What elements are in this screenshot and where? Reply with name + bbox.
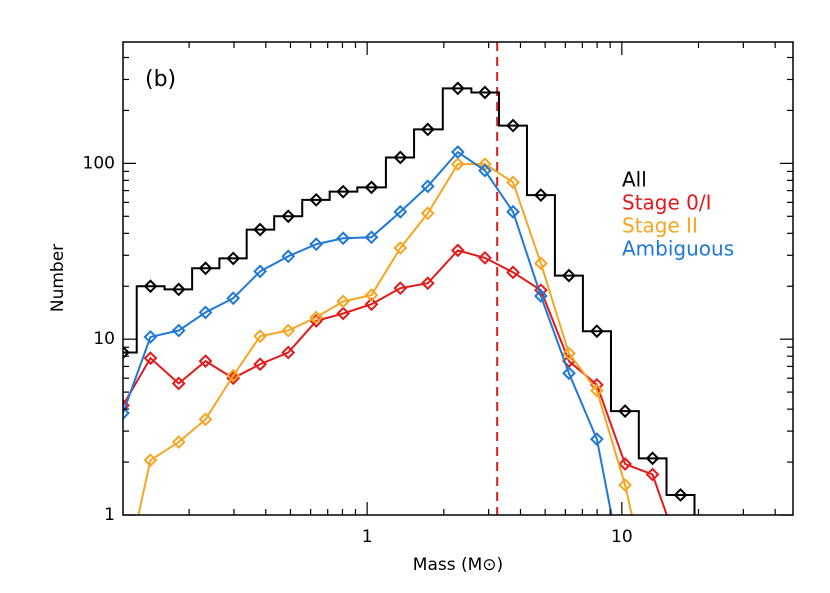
data-point [171,435,186,449]
data-point [364,288,379,303]
data-point [336,306,351,321]
plot-area [118,42,696,590]
data-point [198,354,213,369]
data-point [618,478,633,492]
x-tick-label: 10 [611,527,633,547]
annotation: (b) [145,67,176,92]
data-point [123,406,130,420]
plot-frame [122,41,794,516]
series-line [123,150,613,515]
data-point [562,268,576,283]
data-point [533,188,548,202]
data-point [589,432,604,447]
data-point [281,323,296,338]
data-point [393,204,408,219]
data-point [226,291,241,306]
data-point [253,264,268,279]
data-point [506,175,520,190]
data-point [364,230,379,245]
data-point [675,549,686,560]
data-point [620,579,631,590]
data-point [645,467,660,482]
data-point [226,368,241,383]
data-point [171,282,186,297]
data-point [562,366,576,381]
y-axis-label: Number [48,244,68,312]
data-point [477,250,492,265]
data-point [450,145,465,159]
data-point [477,85,492,100]
data-point [364,297,379,312]
data-point [393,281,408,296]
data-point [562,346,576,361]
data-point [420,276,435,291]
data-point [506,265,520,280]
data-point [123,345,130,360]
data-point [309,237,324,252]
data-point [506,204,520,219]
data-point [171,376,186,391]
y-tick-label: 10 [93,329,115,349]
data-point [533,289,548,303]
data-point [450,81,465,96]
data-point [336,294,351,309]
data-point [143,279,158,294]
data-point [589,324,604,339]
data-point [143,453,158,468]
data-point [673,488,688,502]
data-point [253,222,268,237]
data-point [477,163,492,178]
data-point [171,323,186,338]
data-point [450,157,465,172]
data-point [281,209,296,224]
data-point [198,305,213,320]
data-point [393,241,408,255]
data-point [336,184,351,199]
data-point [143,330,158,344]
data-point [198,261,213,276]
data-point [143,351,158,366]
data-point [420,206,435,221]
data-point [336,231,351,246]
data-point [281,345,296,360]
data-point [618,457,633,471]
data-point [589,383,604,398]
data-point [309,310,324,325]
data-point [450,243,465,258]
data-point [253,329,268,344]
data-point [226,251,241,266]
y-tick-label: 100 [83,153,115,173]
data-point [198,412,213,427]
data-point [393,150,408,165]
data-point [309,192,324,207]
data-point [420,179,435,194]
data-point [618,404,633,418]
y-tick-label: 1 [104,505,115,525]
data-point [253,357,268,372]
x-tick-label: 1 [362,527,373,547]
series-line [137,163,633,515]
series-step [123,87,696,515]
data-point [506,118,520,133]
data-point [420,122,435,137]
legend-entry: Stage 0/I [622,191,712,215]
x-axis-label: Mass (M⊙) [413,555,503,575]
data-point [364,180,379,195]
legend-entry: Ambiguous [622,237,734,261]
data-point [645,451,660,466]
data-point [533,256,548,271]
legend-entry: Stage II [622,214,698,238]
series-line [123,249,668,515]
data-point [281,249,296,264]
data-point [118,579,129,590]
legend-entry: All [622,168,647,192]
